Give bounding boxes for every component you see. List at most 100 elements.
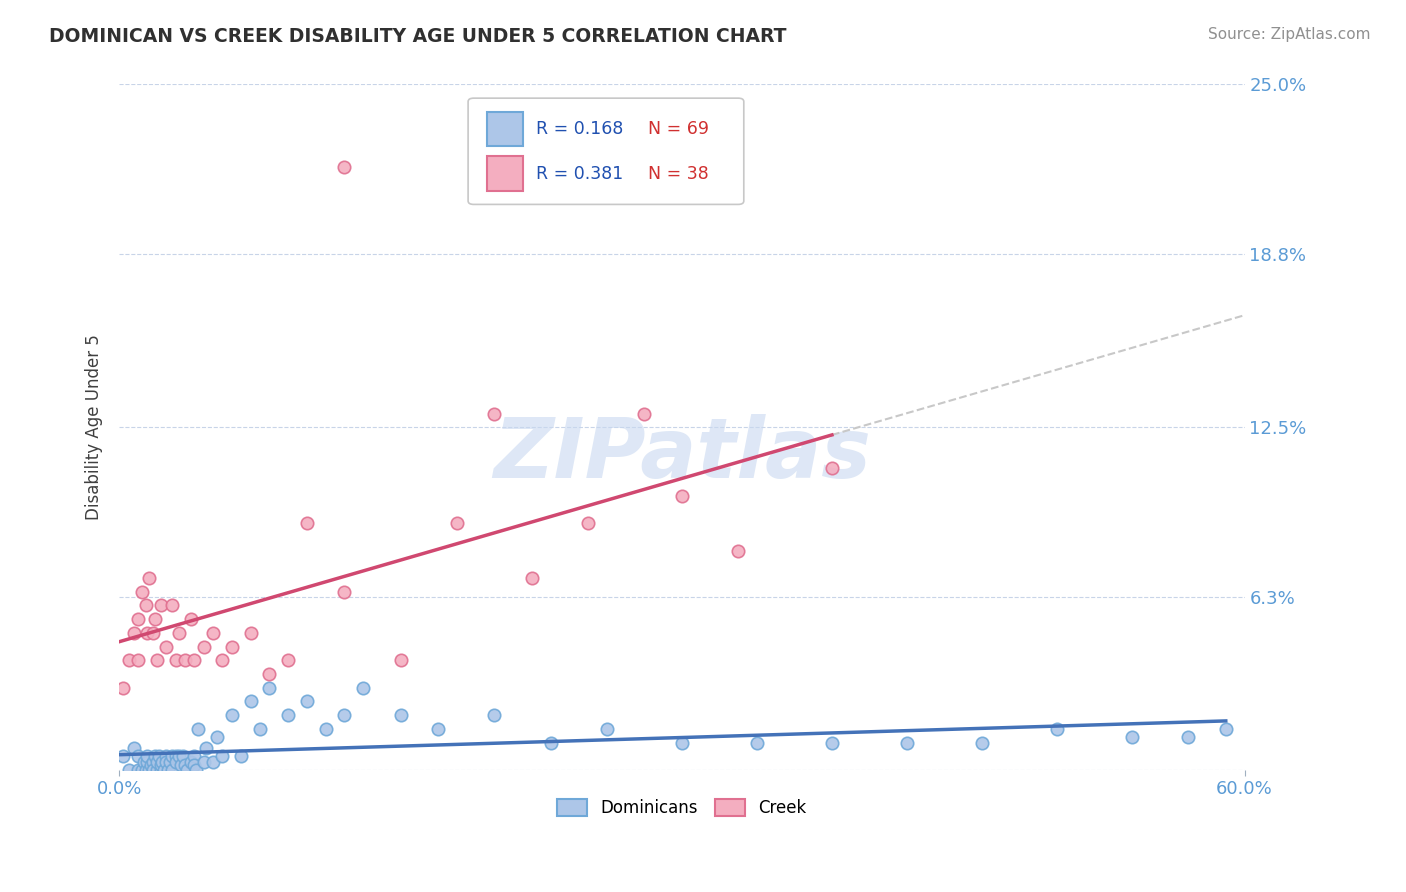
Text: R = 0.381: R = 0.381 bbox=[536, 164, 623, 183]
Point bbox=[138, 571, 160, 585]
Point bbox=[727, 543, 749, 558]
Point bbox=[484, 407, 506, 421]
FancyBboxPatch shape bbox=[488, 112, 523, 146]
Point bbox=[352, 681, 374, 695]
Point bbox=[239, 694, 262, 708]
Point bbox=[149, 763, 172, 777]
Point bbox=[169, 749, 191, 764]
Point bbox=[174, 653, 197, 667]
Point bbox=[132, 755, 155, 769]
Point bbox=[427, 722, 450, 736]
Point bbox=[205, 730, 228, 744]
Point bbox=[221, 640, 243, 654]
Point bbox=[143, 749, 166, 764]
Point bbox=[152, 755, 174, 769]
Point bbox=[671, 489, 693, 503]
Point bbox=[155, 640, 177, 654]
Point bbox=[160, 749, 183, 764]
Point bbox=[135, 599, 157, 613]
Point bbox=[131, 584, 153, 599]
FancyBboxPatch shape bbox=[488, 156, 523, 191]
Point bbox=[146, 653, 169, 667]
Point bbox=[315, 722, 337, 736]
Point bbox=[193, 755, 215, 769]
Point bbox=[174, 757, 197, 772]
Point bbox=[165, 653, 187, 667]
Point bbox=[146, 755, 169, 769]
Point bbox=[159, 755, 181, 769]
Legend: Dominicans, Creek: Dominicans, Creek bbox=[551, 792, 813, 823]
Point bbox=[143, 612, 166, 626]
Point bbox=[183, 757, 205, 772]
Point bbox=[169, 626, 191, 640]
Point bbox=[821, 735, 844, 749]
Point bbox=[111, 749, 134, 764]
Point bbox=[389, 653, 412, 667]
Point bbox=[141, 757, 163, 772]
Point bbox=[172, 749, 194, 764]
Point bbox=[295, 516, 318, 531]
Point bbox=[596, 722, 619, 736]
Point bbox=[118, 653, 141, 667]
Text: ZIPatlas: ZIPatlas bbox=[494, 414, 870, 495]
Point bbox=[153, 763, 176, 777]
Point bbox=[970, 735, 993, 749]
Point bbox=[155, 749, 177, 764]
Point bbox=[249, 722, 271, 736]
Point bbox=[333, 708, 356, 723]
Point bbox=[124, 626, 146, 640]
Point bbox=[484, 708, 506, 723]
Text: DOMINICAN VS CREEK DISABILITY AGE UNDER 5 CORRELATION CHART: DOMINICAN VS CREEK DISABILITY AGE UNDER … bbox=[49, 27, 787, 45]
Point bbox=[148, 749, 170, 764]
Point bbox=[633, 407, 655, 421]
Point bbox=[540, 735, 562, 749]
Point bbox=[127, 653, 149, 667]
Point bbox=[333, 160, 356, 174]
Text: N = 69: N = 69 bbox=[648, 120, 709, 138]
Point bbox=[896, 735, 918, 749]
Y-axis label: Disability Age Under 5: Disability Age Under 5 bbox=[86, 334, 103, 520]
Point bbox=[131, 763, 153, 777]
Point bbox=[202, 626, 225, 640]
Point bbox=[1177, 730, 1199, 744]
Point bbox=[142, 755, 165, 769]
Point bbox=[135, 763, 157, 777]
Point bbox=[745, 735, 768, 749]
Point bbox=[136, 749, 159, 764]
Point bbox=[160, 763, 183, 777]
Point bbox=[239, 626, 262, 640]
Point bbox=[1215, 722, 1237, 736]
Point bbox=[187, 722, 209, 736]
FancyBboxPatch shape bbox=[468, 98, 744, 204]
Point bbox=[165, 749, 187, 764]
Point bbox=[136, 626, 159, 640]
Point bbox=[295, 694, 318, 708]
Point bbox=[211, 749, 233, 764]
Point bbox=[1046, 722, 1069, 736]
Point bbox=[170, 757, 193, 772]
Point bbox=[446, 516, 468, 531]
Point bbox=[149, 599, 172, 613]
Point bbox=[231, 749, 253, 764]
Point bbox=[333, 584, 356, 599]
Point bbox=[157, 763, 180, 777]
Point bbox=[221, 708, 243, 723]
Point bbox=[202, 755, 225, 769]
Point bbox=[142, 626, 165, 640]
Point bbox=[149, 757, 172, 772]
Point bbox=[183, 749, 205, 764]
Point bbox=[183, 653, 205, 667]
Point bbox=[576, 516, 599, 531]
Point bbox=[138, 763, 160, 777]
Point bbox=[118, 763, 141, 777]
Point bbox=[127, 612, 149, 626]
Point bbox=[180, 612, 202, 626]
Text: N = 38: N = 38 bbox=[648, 164, 709, 183]
Point bbox=[160, 599, 183, 613]
Point bbox=[111, 681, 134, 695]
Point bbox=[142, 763, 165, 777]
Point bbox=[1121, 730, 1143, 744]
Text: Source: ZipAtlas.com: Source: ZipAtlas.com bbox=[1208, 27, 1371, 42]
Point bbox=[155, 755, 177, 769]
Point bbox=[127, 749, 149, 764]
